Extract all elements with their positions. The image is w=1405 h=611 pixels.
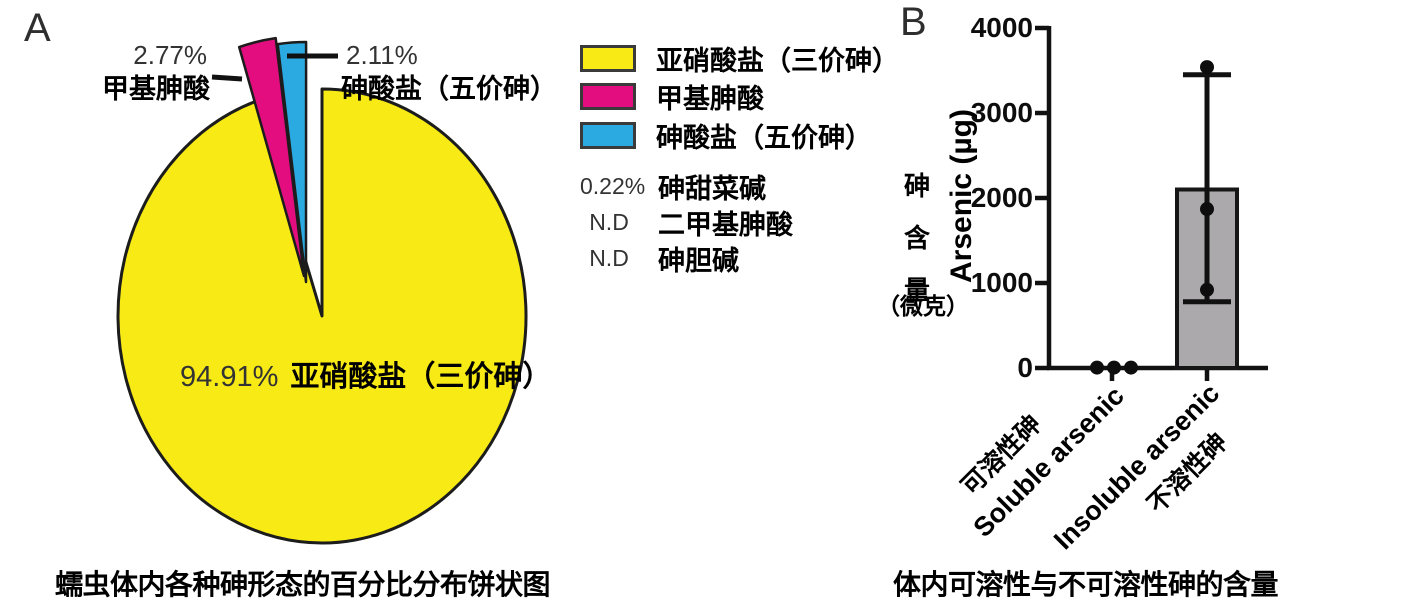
pie-callout-name-arsenate: 砷酸盐（五价砷） <box>341 74 557 104</box>
legend-swatch-methylarsonic <box>580 82 636 110</box>
data-point <box>1200 60 1214 75</box>
pie-slice-3 <box>276 40 308 284</box>
legend-label: 二甲基胂酸 <box>658 209 793 240</box>
data-point <box>1107 360 1121 375</box>
y-tick-label: 0 <box>1017 352 1033 383</box>
legend-swatch-arsenite <box>580 44 636 72</box>
panel-b-letter: B <box>900 0 927 44</box>
legend-value: N.D <box>589 208 629 235</box>
legend-value: 0.22% <box>580 172 646 199</box>
pie-slice-2 <box>237 36 306 278</box>
pie-center-name: 亚硝酸盐（三价砷） <box>290 361 552 393</box>
data-point <box>1200 202 1214 217</box>
pie-slice-0 <box>116 87 528 545</box>
data-point <box>1090 360 1104 375</box>
legend-label: 亚硝酸盐（三价砷） <box>656 45 899 76</box>
y-tick-label: 2000 <box>970 182 1033 213</box>
panel-a-letter: A <box>24 6 51 50</box>
pie-callout-pct-arsenate: 2.11% <box>346 40 418 70</box>
legend-item-dimethylarsinic: N.D 二甲基胂酸 <box>580 206 793 240</box>
legend-label: 砷甜菜碱 <box>658 173 766 204</box>
legend-item-arsenocholine: N.D 砷胆碱 <box>580 242 739 276</box>
y-zh-char: 含 <box>903 223 930 253</box>
callout-line-methylarsonic <box>211 74 243 82</box>
y-tick-label: 4000 <box>970 12 1033 43</box>
panel-b-caption: 体内可溶性与不可溶性砷的含量 <box>893 569 1279 600</box>
pie-slices <box>116 36 528 545</box>
y-zh-char: 量 <box>903 275 930 305</box>
pie-callout-name-methylarsonic: 甲基胂酸 <box>102 74 210 104</box>
legend-item-arsenate: 砷酸盐（五价砷） <box>580 119 872 153</box>
legend-label: 砷胆碱 <box>658 245 739 276</box>
legend-swatch-arsenate <box>580 121 636 149</box>
legend-value: N.D <box>589 244 629 271</box>
panel-a-caption: 蠕虫体内各种砷形态的百分比分布饼状图 <box>55 569 551 600</box>
legend-item-methylarsonic: 甲基胂酸 <box>580 80 764 114</box>
y-axis-unit-zh: （微克） <box>877 293 969 319</box>
pie-center-pct: 94.91% <box>180 361 279 393</box>
y-tick-label: 1000 <box>970 267 1033 298</box>
legend-label: 砷酸盐（五价砷） <box>656 122 872 153</box>
pie-callout-pct-methylarsonic: 2.77% <box>133 40 207 70</box>
bar-chart <box>1035 25 1268 381</box>
y-tick-label: 3000 <box>970 97 1033 128</box>
legend-item-arsenite: 亚硝酸盐（三价砷） <box>580 42 899 76</box>
y-axis-title-zh: 砷 含 量 <box>903 166 931 307</box>
legend-label: 甲基胂酸 <box>656 83 764 114</box>
bar-plot <box>1035 25 1268 381</box>
pie-center-label: 94.91% 亚硝酸盐（三价砷） <box>180 353 552 395</box>
legend-item-arsenobetaine: 0.22% 砷甜菜碱 <box>580 170 766 204</box>
data-point <box>1200 282 1214 297</box>
y-zh-char: 砷 <box>903 171 930 201</box>
data-point <box>1124 360 1138 375</box>
pie-chart <box>116 36 528 545</box>
